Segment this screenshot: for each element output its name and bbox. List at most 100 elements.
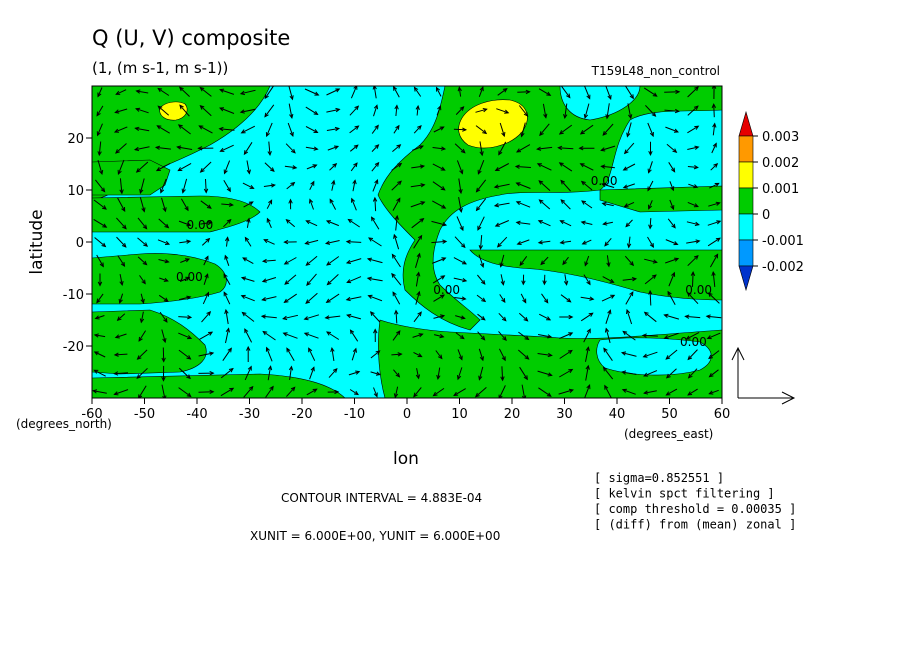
wind-arrow bbox=[602, 366, 614, 380]
wind-arrow bbox=[708, 389, 719, 395]
wind-arrow bbox=[198, 351, 215, 357]
wind-arrow bbox=[580, 312, 594, 322]
wind-arrow bbox=[668, 162, 676, 173]
wind-arrow bbox=[518, 105, 529, 117]
wind-arrow bbox=[669, 181, 675, 192]
wind-arrow bbox=[580, 220, 593, 225]
wind-arrow bbox=[113, 126, 128, 133]
contour-label: 0.00 bbox=[176, 270, 203, 284]
wind-arrow bbox=[623, 142, 635, 155]
colorbar-swatch bbox=[738, 187, 754, 215]
wind-arrow bbox=[326, 107, 341, 113]
wind-arrow bbox=[624, 86, 634, 100]
wind-arrow bbox=[219, 88, 235, 95]
wind-arrow bbox=[286, 386, 296, 397]
wind-arrow bbox=[410, 201, 426, 208]
wind-arrow bbox=[304, 88, 320, 96]
wind-arrow bbox=[157, 105, 170, 116]
wind-arrow bbox=[626, 308, 633, 325]
wind-arrow bbox=[96, 123, 103, 137]
wind-arrow bbox=[606, 255, 611, 268]
x-tick-label: 20 bbox=[504, 407, 521, 422]
wind-arrow bbox=[475, 198, 487, 212]
wind-arrow bbox=[348, 370, 361, 376]
wind-arrow bbox=[585, 364, 590, 381]
wind-arrow bbox=[557, 145, 574, 151]
wind-arrow bbox=[581, 200, 593, 209]
wind-arrow bbox=[223, 291, 231, 305]
wind-arrow bbox=[137, 237, 149, 247]
wind-arrow bbox=[498, 331, 507, 341]
wind-arrow bbox=[179, 276, 191, 282]
wind-arrow bbox=[493, 183, 510, 189]
wind-arrow bbox=[687, 145, 700, 150]
wind-arrow bbox=[494, 163, 510, 172]
wind-arrow bbox=[560, 294, 572, 303]
wind-arrow bbox=[475, 179, 487, 193]
wind-arrow bbox=[627, 103, 633, 120]
wind-arrow bbox=[178, 387, 192, 398]
wind-arrow bbox=[687, 349, 698, 361]
wind-arrow bbox=[199, 105, 212, 117]
y-tick-label: 0 bbox=[76, 236, 84, 251]
contour-labels: 0.00 0.00 0.00 0.00 0.00 0.00 bbox=[176, 174, 712, 349]
wind-arrow bbox=[560, 199, 571, 210]
wind-arrow bbox=[138, 330, 147, 342]
wind-arrow bbox=[373, 104, 379, 117]
wind-arrow bbox=[644, 258, 658, 264]
wind-arrow bbox=[453, 127, 468, 132]
wind-arrow bbox=[559, 368, 574, 378]
wind-arrow bbox=[244, 236, 252, 247]
y-axis: -20 -10 0 10 20 bbox=[63, 132, 92, 355]
wind-arrow bbox=[179, 104, 190, 117]
wind-arrow bbox=[641, 333, 658, 338]
wind-arrow bbox=[178, 349, 192, 360]
wind-arrow bbox=[139, 197, 146, 213]
wind-arrow bbox=[393, 369, 401, 378]
wind-arrow bbox=[519, 256, 528, 267]
wind-arrow bbox=[519, 366, 528, 381]
wind-arrow bbox=[262, 330, 276, 341]
wind-arrow bbox=[538, 334, 553, 339]
wind-arrow bbox=[515, 220, 531, 226]
wind-arrow bbox=[177, 162, 192, 172]
wind-arrow bbox=[242, 257, 254, 265]
wind-arrow bbox=[559, 240, 572, 245]
wind-arrow bbox=[200, 200, 212, 209]
wind-arrow bbox=[265, 346, 273, 362]
wind-arrow bbox=[412, 333, 424, 338]
x-tick-label: -40 bbox=[186, 407, 207, 422]
wind-arrow bbox=[520, 293, 527, 304]
colorbar-swatch bbox=[738, 265, 754, 292]
wind-arrow bbox=[223, 160, 231, 175]
wind-arrow bbox=[623, 201, 635, 208]
wind-arrow bbox=[515, 201, 531, 208]
wind-arrow bbox=[415, 290, 421, 305]
wind-arrow bbox=[626, 122, 632, 138]
wind-arrow bbox=[454, 143, 466, 154]
wind-arrow bbox=[223, 179, 231, 193]
wind-arrow bbox=[410, 183, 426, 188]
x-tick-label: -60 bbox=[81, 407, 102, 422]
wind-arrow bbox=[413, 124, 422, 134]
wind-arrow bbox=[306, 388, 318, 396]
wind-arrow bbox=[537, 370, 553, 377]
wind-arrow bbox=[643, 87, 658, 97]
wind-arrow bbox=[115, 143, 127, 154]
wind-arrow bbox=[664, 89, 681, 95]
wind-arrow bbox=[203, 178, 209, 194]
wind-arrow bbox=[139, 178, 145, 195]
wind-arrow bbox=[116, 313, 126, 322]
wind-arrow bbox=[392, 291, 401, 305]
wind-arrow bbox=[391, 272, 402, 286]
wind-arrow bbox=[154, 145, 171, 150]
wind-arrow bbox=[687, 388, 698, 396]
wind-arrow bbox=[411, 164, 426, 169]
wind-arrow bbox=[265, 122, 273, 138]
positive-region bbox=[92, 253, 227, 305]
wind-arrow bbox=[326, 126, 341, 132]
wind-arrow bbox=[198, 125, 213, 134]
wind-arrow bbox=[285, 143, 296, 154]
wind-arrow bbox=[707, 220, 722, 226]
wind-arrow bbox=[246, 160, 251, 175]
